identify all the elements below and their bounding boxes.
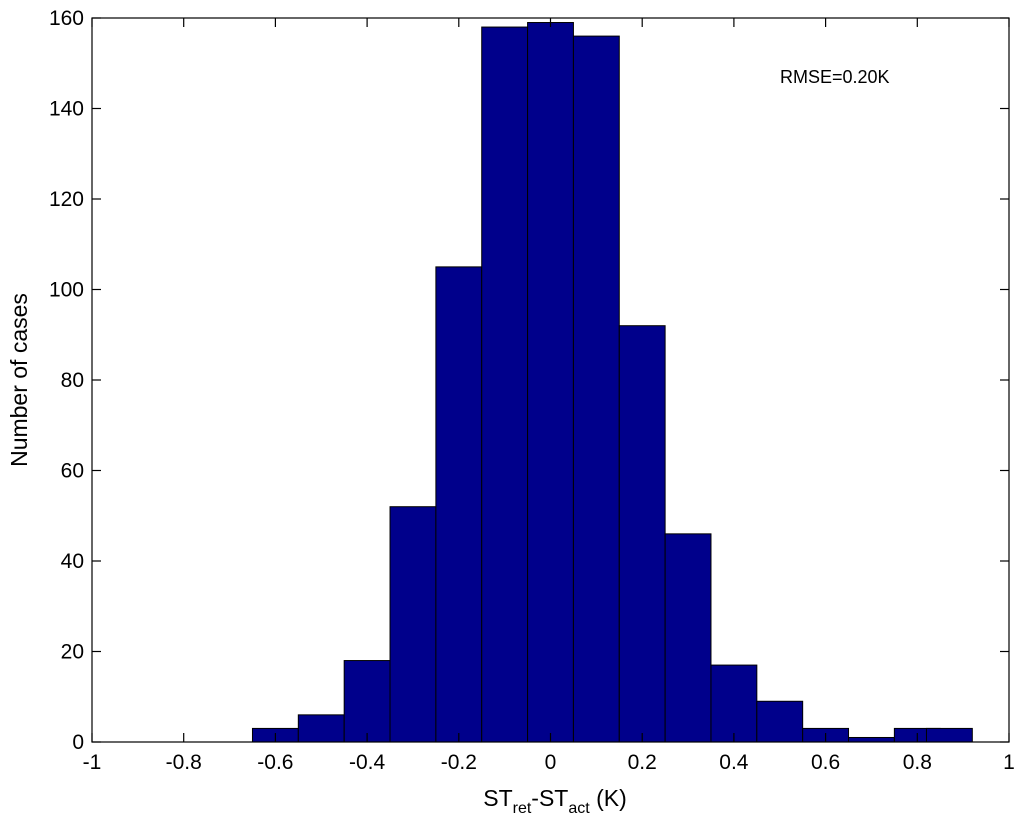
- y-tick-label: 100: [49, 279, 84, 302]
- x-tick-label: -1: [83, 751, 102, 774]
- rmse-annotation: RMSE=0.20K: [780, 67, 890, 87]
- histogram-bar-13: [848, 736, 895, 743]
- x-tick-label: -0.6: [257, 751, 293, 774]
- y-tick-label: 20: [61, 641, 84, 664]
- x-tick-label: 0.8: [903, 751, 932, 774]
- y-tick-label: 80: [61, 369, 84, 392]
- y-tick-label: 0: [72, 731, 84, 754]
- histogram-bar-1: [297, 714, 345, 743]
- y-tick-label: 40: [61, 550, 84, 573]
- y-tick-label: 120: [49, 188, 84, 211]
- histogram-bar-8: [618, 325, 666, 743]
- histogram-bar-10: [710, 664, 758, 743]
- y-tick-label: 160: [49, 7, 84, 30]
- x-tick-label: -0.2: [441, 751, 477, 774]
- y-tick-label: 140: [49, 98, 84, 121]
- histogram-bar-15: [925, 727, 973, 743]
- x-tick-label: -0.4: [349, 751, 386, 774]
- histogram-bar-4: [435, 266, 483, 743]
- x-tick-label: 0.4: [719, 751, 749, 774]
- bars-group: [251, 22, 973, 743]
- histogram-bar-5: [481, 26, 529, 743]
- histogram-bar-3: [389, 506, 437, 743]
- histogram-bar-6: [527, 22, 574, 743]
- x-tick-label: 0.6: [811, 751, 840, 774]
- ticks-group: [91, 17, 1010, 743]
- y-tick-label: 60: [61, 460, 84, 483]
- histogram-bar-2: [343, 660, 391, 743]
- x-tick-label: 1: [1003, 751, 1015, 774]
- x-tick-label: 0.2: [628, 751, 657, 774]
- y-tick-labels: 0 20 40 60 80 100 120 140 160: [49, 7, 84, 754]
- histogram-bar-9: [664, 533, 712, 743]
- y-axis-label: Number of cases: [6, 293, 32, 467]
- histogram-bar-11: [756, 700, 804, 743]
- x-tick-label: 0: [545, 751, 557, 774]
- x-tick-label: -0.8: [166, 751, 202, 774]
- x-tick-labels: -1 -0.8 -0.6 -0.4 -0.2 0 0.2 0.4 0.6 0.8 1: [83, 751, 1015, 774]
- histogram-bar-7: [572, 35, 620, 743]
- x-axis-label: STret-STact (K): [483, 785, 627, 817]
